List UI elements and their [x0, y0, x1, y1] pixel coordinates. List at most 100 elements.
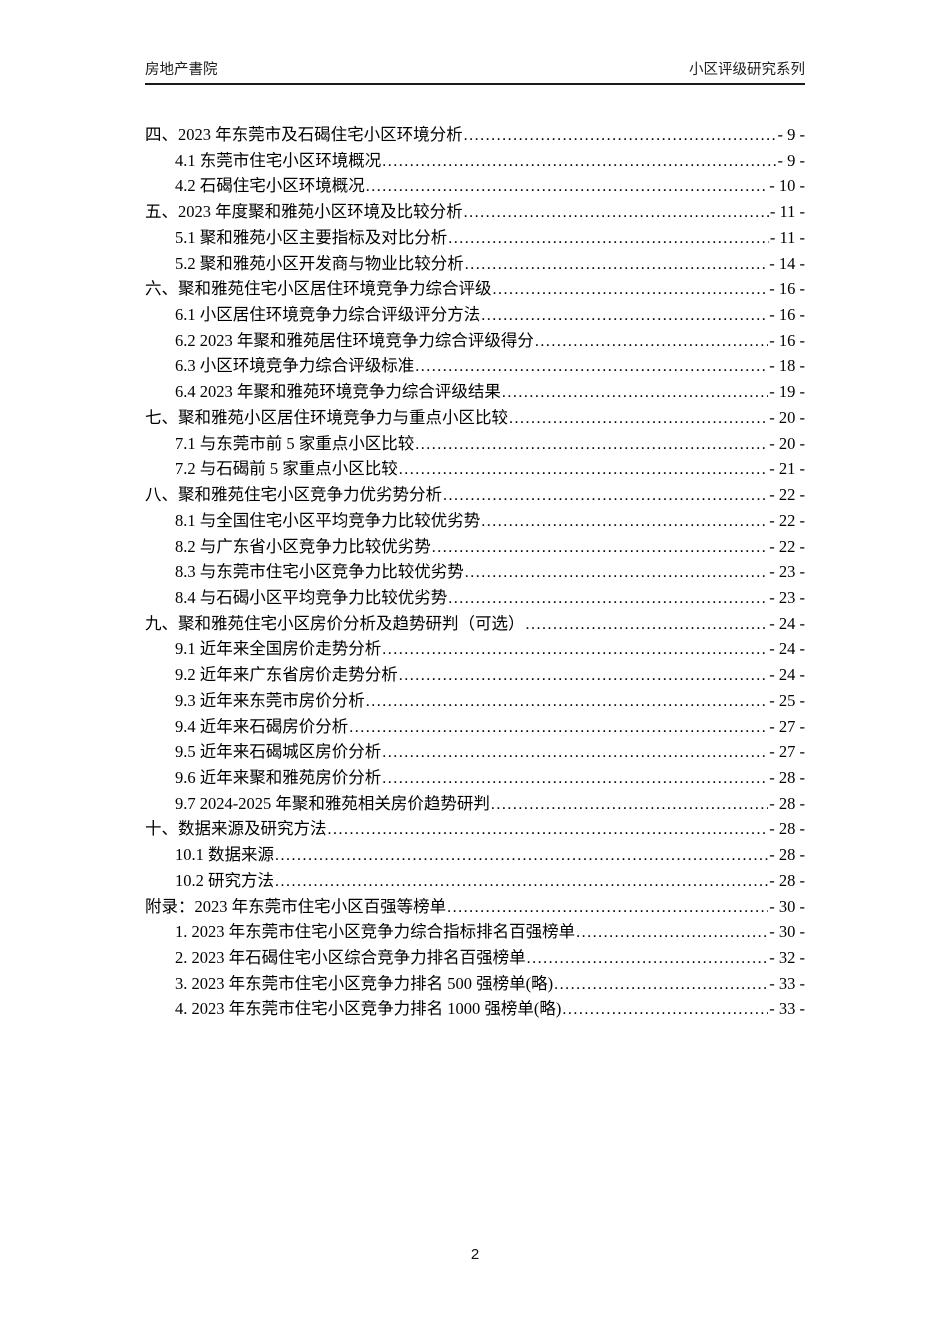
toc-entry-page: - 21 -	[769, 459, 805, 479]
toc-entry[interactable]: 六、聚和雅苑住宅小区居住环境竞争力综合评级 - 16 -	[145, 275, 805, 301]
toc-entry-title: 8.4 与石碣小区平均竞争力比较优劣势	[175, 587, 448, 607]
toc-entry[interactable]: 八、聚和雅苑住宅小区竞争力优劣势分析 - 22 -	[145, 481, 805, 507]
toc-entry-page: - 22 -	[769, 536, 805, 556]
toc-entry-title: 9.2 近年来广东省房价走势分析	[175, 665, 398, 685]
toc-leader-dots	[275, 871, 768, 891]
toc-entry-title: 6.4 2023 年聚和雅苑环境竞争力综合评级结果	[175, 382, 501, 402]
toc-leader-dots	[448, 588, 768, 608]
toc-entry-page: - 23 -	[769, 587, 805, 607]
toc-entry-page: - 24 -	[769, 613, 805, 633]
toc-entry[interactable]: 5.1 聚和雅苑小区主要指标及对比分析 - 11 -	[145, 224, 805, 250]
toc-entry-title: 9.5 近年来石碣城区房价分析	[175, 742, 382, 762]
toc-leader-dots	[349, 717, 768, 737]
toc-entry[interactable]: 8.1 与全国住宅小区平均竞争力比较优劣势 - 22 -	[145, 507, 805, 533]
toc-leader-dots	[366, 691, 769, 711]
toc-entry-title: 4.2 石碣住宅小区环境概况	[175, 176, 365, 196]
toc-entry[interactable]: 6.2 2023 年聚和雅苑居住环境竞争力综合评级得分 - 16 -	[145, 327, 805, 353]
toc-entry[interactable]: 8.4 与石碣小区平均竞争力比较优劣势 - 23 -	[145, 584, 805, 610]
toc-entry-page: - 22 -	[769, 485, 805, 505]
toc-entry-page: - 14 -	[769, 253, 805, 273]
toc-leader-dots	[493, 279, 769, 299]
toc-leader-dots	[366, 176, 769, 196]
toc-leader-dots	[509, 408, 768, 428]
toc-entry[interactable]: 9.3 近年来东莞市房价分析 - 25 -	[145, 687, 805, 713]
toc-entry[interactable]: 4.1 东莞市住宅小区环境概况 - 9 -	[145, 147, 805, 173]
toc-entry-page: - 20 -	[769, 433, 805, 453]
toc-entry-page: - 27 -	[769, 742, 805, 762]
toc-entry[interactable]: 10.1 数据来源 - 28 -	[145, 841, 805, 867]
toc-entry-title: 4.1 东莞市住宅小区环境概况	[175, 150, 382, 170]
toc-entry-title: 6.2 2023 年聚和雅苑居住环境竞争力综合评级得分	[175, 330, 534, 350]
page-footer: 2	[0, 1246, 950, 1263]
toc-entry[interactable]: 8.3 与东莞市住宅小区竞争力比较优劣势 - 23 -	[145, 558, 805, 584]
toc-entry[interactable]: 3. 2023 年东莞市住宅小区竞争力排名 500 强榜单(略) - 33 -	[145, 970, 805, 996]
toc-entry[interactable]: 8.2 与广东省小区竞争力比较优劣势 - 22 -	[145, 533, 805, 559]
toc-entry-title: 1. 2023 年东莞市住宅小区竞争力综合指标排名百强榜单	[175, 922, 576, 942]
toc-entry-title: 3. 2023 年东莞市住宅小区竞争力排名 500 强榜单(略)	[175, 973, 554, 993]
toc-entry[interactable]: 四、2023 年东莞市及石碣住宅小区环境分析 - 9 -	[145, 121, 805, 147]
toc-entry-title: 9.1 近年来全国房价走势分析	[175, 639, 382, 659]
toc-leader-dots	[481, 305, 768, 325]
toc-entry[interactable]: 9.7 2024-2025 年聚和雅苑相关房价趋势研判 - 28 -	[145, 790, 805, 816]
toc-entry-page: - 33 -	[769, 999, 805, 1019]
toc-entry-page: - 22 -	[769, 510, 805, 530]
toc-entry[interactable]: 6.4 2023 年聚和雅苑环境竞争力综合评级结果 - 19 -	[145, 378, 805, 404]
header-left-title: 房地产書院	[145, 62, 218, 78]
toc-entry-title: 6.3 小区环境竞争力综合评级标准	[175, 356, 415, 376]
toc-entry[interactable]: 4.2 石碣住宅小区环境概况 - 10 -	[145, 172, 805, 198]
toc-entry-title: 9.4 近年来石碣房价分析	[175, 716, 349, 736]
toc-entry[interactable]: 附录：2023 年东莞市住宅小区百强等榜单 - 30 -	[145, 893, 805, 919]
toc-entry[interactable]: 4. 2023 年东莞市住宅小区竞争力排名 1000 强榜单(略) - 33 -	[145, 995, 805, 1021]
toc-entry-title: 九、聚和雅苑住宅小区房价分析及趋势研判（可选）	[145, 613, 525, 633]
toc-entry[interactable]: 7.1 与东莞市前 5 家重点小区比较 - 20 -	[145, 430, 805, 456]
toc-entry[interactable]: 七、聚和雅苑小区居住环境竞争力与重点小区比较 - 20 -	[145, 404, 805, 430]
toc-leader-dots	[491, 794, 768, 814]
toc-leader-dots	[382, 639, 768, 659]
toc-entry-page: - 28 -	[769, 793, 805, 813]
toc-entry-page: - 18 -	[769, 356, 805, 376]
toc-entry[interactable]: 九、聚和雅苑住宅小区房价分析及趋势研判（可选） - 24 -	[145, 610, 805, 636]
toc-entry[interactable]: 十、数据来源及研究方法 - 28 -	[145, 815, 805, 841]
toc-entry[interactable]: 9.2 近年来广东省房价走势分析 - 24 -	[145, 661, 805, 687]
toc-entry-title: 2. 2023 年石碣住宅小区综合竞争力排名百强榜单	[175, 948, 526, 967]
toc-leader-dots	[443, 485, 768, 505]
toc-entry[interactable]: 9.6 近年来聚和雅苑房价分析 - 28 -	[145, 764, 805, 790]
toc-entry[interactable]: 2. 2023 年石碣住宅小区综合竞争力排名百强榜单 - 32 -	[145, 944, 805, 970]
toc-entry-page: - 28 -	[769, 819, 805, 839]
toc-entry-page: - 9 -	[777, 125, 806, 144]
toc-entry[interactable]: 7.2 与石碣前 5 家重点小区比较 - 21 -	[145, 455, 805, 481]
toc-entry-title: 9.6 近年来聚和雅苑房价分析	[175, 767, 382, 787]
toc-entry-page: - 10 -	[769, 176, 805, 196]
toc-leader-dots	[527, 948, 769, 968]
toc-entry-title: 6.1 小区居住环境竞争力综合评级评分方法	[175, 305, 481, 325]
toc-entry-title: 四、2023 年东莞市及石碣住宅小区环境分析	[145, 125, 463, 144]
toc-leader-dots	[382, 768, 768, 788]
toc-entry-page: - 27 -	[769, 716, 805, 736]
toc-entry-title: 7.2 与石碣前 5 家重点小区比较	[175, 459, 398, 479]
toc-entry-page: - 23 -	[769, 562, 805, 582]
toc-entry-title: 7.1 与东莞市前 5 家重点小区比较	[175, 433, 415, 453]
toc-entry-page: - 11 -	[769, 227, 805, 247]
toc-entry[interactable]: 5.2 聚和雅苑小区开发商与物业比较分析 - 14 -	[145, 250, 805, 276]
toc-entry[interactable]: 9.5 近年来石碣城区房价分析 - 27 -	[145, 738, 805, 764]
toc-leader-dots	[562, 999, 768, 1019]
toc-entry[interactable]: 6.3 小区环境竞争力综合评级标准 - 18 -	[145, 352, 805, 378]
toc-entry[interactable]: 9.1 近年来全国房价走势分析 - 24 -	[145, 635, 805, 661]
toc-leader-dots	[465, 254, 769, 274]
toc-leader-dots	[464, 125, 777, 145]
toc-entry-page: - 30 -	[769, 922, 805, 942]
toc-entry[interactable]: 10.2 研究方法 - 28 -	[145, 867, 805, 893]
toc-leader-dots	[535, 331, 768, 351]
toc-entry[interactable]: 五、2023 年度聚和雅苑小区环境及比较分析 - 11 -	[145, 198, 805, 224]
toc-entry-title: 10.1 数据来源	[175, 845, 274, 865]
toc-entry-title: 八、聚和雅苑住宅小区竞争力优劣势分析	[145, 485, 442, 505]
toc-entry-title: 十、数据来源及研究方法	[145, 819, 327, 839]
toc-leader-dots	[448, 228, 769, 248]
toc-entry-page: - 24 -	[769, 665, 805, 685]
toc-entry[interactable]: 9.4 近年来石碣房价分析 - 27 -	[145, 713, 805, 739]
toc-entry[interactable]: 1. 2023 年东莞市住宅小区竞争力综合指标排名百强榜单 - 30 -	[145, 918, 805, 944]
toc-entry[interactable]: 6.1 小区居住环境竞争力综合评级评分方法 - 16 -	[145, 301, 805, 327]
toc-leader-dots	[415, 434, 768, 454]
toc-entry-title: 8.1 与全国住宅小区平均竞争力比较优劣势	[175, 510, 481, 530]
toc-list: 四、2023 年东莞市及石碣住宅小区环境分析 - 9 - 4.1 东莞市住宅小区…	[145, 121, 805, 1021]
